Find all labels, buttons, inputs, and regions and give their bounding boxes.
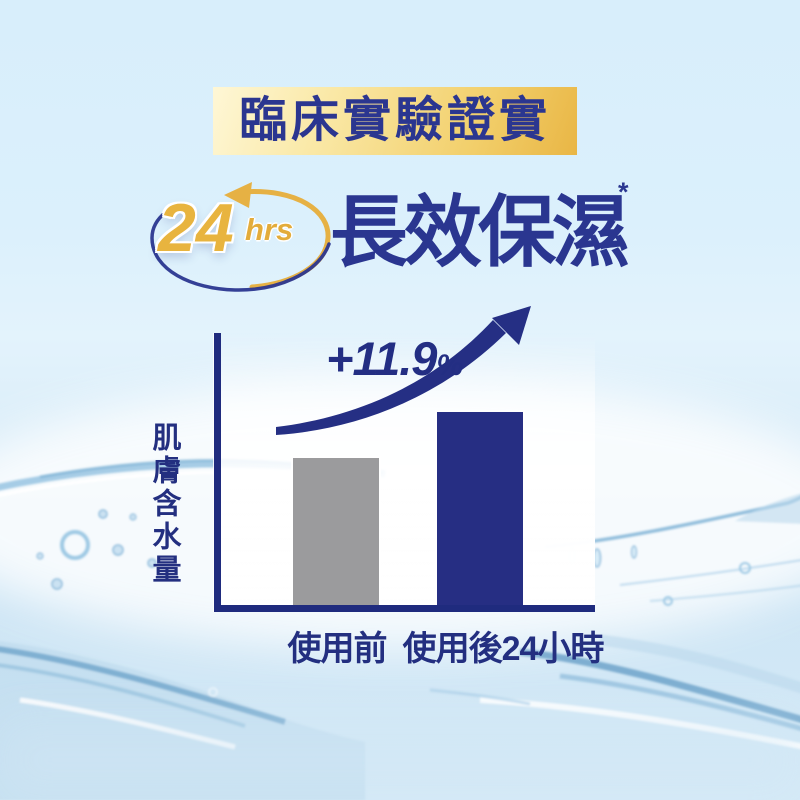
wave-streak <box>599 634 800 694</box>
y-axis-line <box>214 333 221 612</box>
bubble <box>129 513 137 521</box>
wave-streak <box>0 663 246 728</box>
increase-annotation: +11.9% <box>326 331 463 386</box>
bar-after-24h <box>437 412 523 605</box>
x-tick-label-before: 使用前 <box>287 630 388 668</box>
bubble-ring <box>60 530 90 560</box>
bubble <box>98 509 108 519</box>
wave-crest <box>735 493 800 524</box>
headline-title: 長效保濕 <box>330 188 630 276</box>
bubble <box>36 552 44 560</box>
clinical-claim-banner: 臨床實驗證實 <box>213 87 577 155</box>
hours-number: 24 <box>158 190 234 266</box>
bubble <box>112 544 124 556</box>
y-axis-label: 肌膚含水量 <box>148 422 180 587</box>
x-tick-label-after: 使用後24小時 <box>402 630 605 668</box>
hours-unit: hrs <box>245 212 294 247</box>
wave-streak <box>519 648 800 723</box>
wave-streak <box>0 646 286 725</box>
plot-background <box>221 333 595 605</box>
bubble <box>51 578 63 590</box>
x-axis-line <box>214 605 595 612</box>
bar-before-use <box>293 458 379 605</box>
bubble <box>663 596 673 606</box>
bubble-ring <box>739 562 751 574</box>
swoosh-ellipse-icon <box>150 182 331 292</box>
increase-percent-sign: % <box>436 349 464 382</box>
water-streak <box>649 584 800 602</box>
increase-value: +11.9 <box>326 332 437 385</box>
banner-label: 臨床實驗證實 <box>238 94 551 147</box>
bubble <box>208 687 218 697</box>
growth-arrow-icon <box>276 306 531 435</box>
footnote-asterisk: * <box>618 177 629 207</box>
water-streak <box>429 688 531 706</box>
hanging-droplet <box>630 545 638 559</box>
water-streak <box>619 559 800 586</box>
bubble <box>147 558 157 568</box>
bottom-fade <box>0 720 800 800</box>
